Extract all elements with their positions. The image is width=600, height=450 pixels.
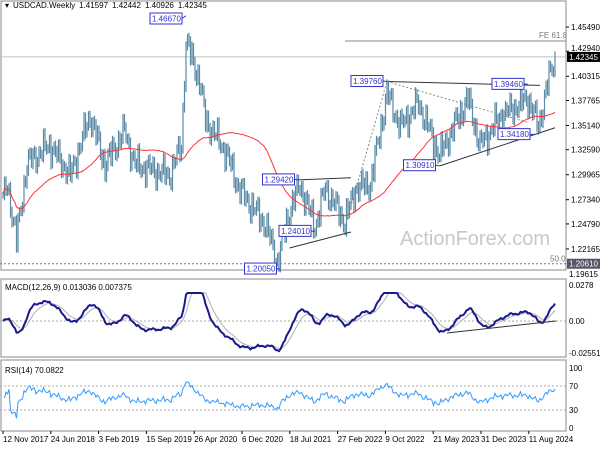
x-tick-label: 26 Apr 2020 — [194, 435, 238, 444]
y-tick-label: 1.29965 — [571, 171, 600, 180]
swing-label-connector — [435, 164, 440, 167]
rsi-panel — [0, 381, 566, 419]
swing-label-connector — [523, 83, 529, 85]
swing-label-connector — [382, 80, 388, 83]
macd-line — [2, 292, 556, 353]
x-tick-label: 6 Dec 2020 — [242, 435, 283, 444]
swing-label-connector — [310, 230, 316, 232]
y-tick-label: 1.32590 — [571, 146, 600, 155]
axes: 1.45490 1.42940 1.40315 1.37765 1.35140 1.325… — [2, 23, 600, 444]
swing-label-connector — [276, 268, 281, 270]
fib-price-badge — [567, 258, 600, 269]
swing-label-connector — [529, 133, 535, 136]
swing-label: 1.39760 — [353, 77, 382, 86]
close-value: 1.42345 — [177, 1, 207, 10]
rsi-line — [4, 381, 556, 419]
watermark: ActionForex.com — [400, 228, 550, 250]
fib-50-label: 50.0 — [550, 255, 566, 264]
macd-y-tick: 0.0278 — [569, 281, 594, 290]
x-tick-label: 18 Jul 2021 — [290, 435, 332, 444]
swing-label: 1.20050 — [247, 265, 276, 274]
swing-label: 1.39460 — [494, 80, 523, 89]
x-tick-label: 24 Jun 2018 — [51, 435, 96, 444]
price-panel: FE 61.8 50.0 1.46670 1.29420 1.24010 1.20050 1… — [0, 12, 568, 275]
macd-trendline — [446, 320, 557, 334]
swing-label: 1.24010 — [281, 227, 310, 236]
high-value: 1.42442 — [112, 1, 141, 10]
current-price-value: 1.42345 — [569, 53, 598, 62]
x-tick-label: 9 Oct 2022 — [385, 435, 425, 444]
macd-label: MACD(12,26,9) 0.013036 0.007375 — [5, 283, 132, 292]
y-tick-label: 1.19615 — [569, 270, 598, 279]
fe-61-8-label: FE 61.8 — [539, 31, 568, 40]
swing-label: 1.29420 — [265, 175, 294, 184]
rsi-label: RSI(14) 70.0822 — [5, 366, 64, 375]
y-tick-label: 1.35140 — [571, 121, 600, 130]
x-tick-label: 15 Sep 2019 — [146, 435, 192, 444]
swing-label-connector — [294, 178, 299, 181]
chart-title: ▾ USDCAD.Weekly 1.41597 1.42442 1.40926 1.423… — [5, 1, 211, 10]
x-tick-label: 11 Aug 2024 — [529, 435, 574, 444]
rsi-y-tick: 30 — [569, 406, 578, 415]
swing-label: 1.34180 — [500, 130, 529, 139]
macd-signal-line — [2, 292, 556, 350]
swing-label: 1.46670 — [152, 15, 181, 24]
rsi-y-tick: 70 — [569, 382, 578, 391]
open-value: 1.41597 — [79, 1, 109, 10]
triangle-lower — [289, 231, 352, 249]
y-tick-label: 1.45490 — [571, 23, 600, 32]
rsi-y-tick: 100 — [569, 364, 583, 373]
y-tick-label: 1.40315 — [571, 72, 600, 81]
collapse-triangle-icon[interactable]: ▾ — [5, 1, 10, 10]
y-tick-label: 1.24790 — [571, 220, 600, 229]
rsi-y-tick: 0 — [569, 424, 574, 433]
fib-price-value: 1.20610 — [569, 260, 598, 269]
projection-line — [344, 81, 388, 227]
y-tick-label: 1.22165 — [571, 245, 600, 254]
x-tick-label: 27 Feb 2022 — [338, 435, 383, 444]
macd-panel — [0, 292, 566, 353]
y-tick-label: 1.37765 — [571, 97, 600, 106]
triangle-upper — [298, 177, 352, 181]
x-tick-label: 21 May 2023 — [433, 435, 480, 444]
y-tick-label: 1.27340 — [571, 196, 600, 205]
projection-line — [386, 81, 529, 123]
x-tick-label: 31 Dec 2023 — [481, 435, 527, 444]
x-tick-label: 12 Nov 2017 — [3, 435, 49, 444]
x-tick-label: 3 Feb 2019 — [99, 435, 140, 444]
y-tick-label: 1.42940 — [571, 44, 600, 53]
low-value: 1.40926 — [144, 1, 174, 10]
swing-label: 1.30910 — [406, 161, 435, 170]
symbol-label: USDCAD.Weekly — [13, 1, 76, 10]
macd-y-tick: 0.00 — [569, 317, 585, 326]
swing-label-connector — [181, 15, 187, 19]
current-price-badge — [567, 51, 600, 62]
panel-frames — [0, 0, 567, 432]
trendline-lower — [439, 127, 556, 167]
